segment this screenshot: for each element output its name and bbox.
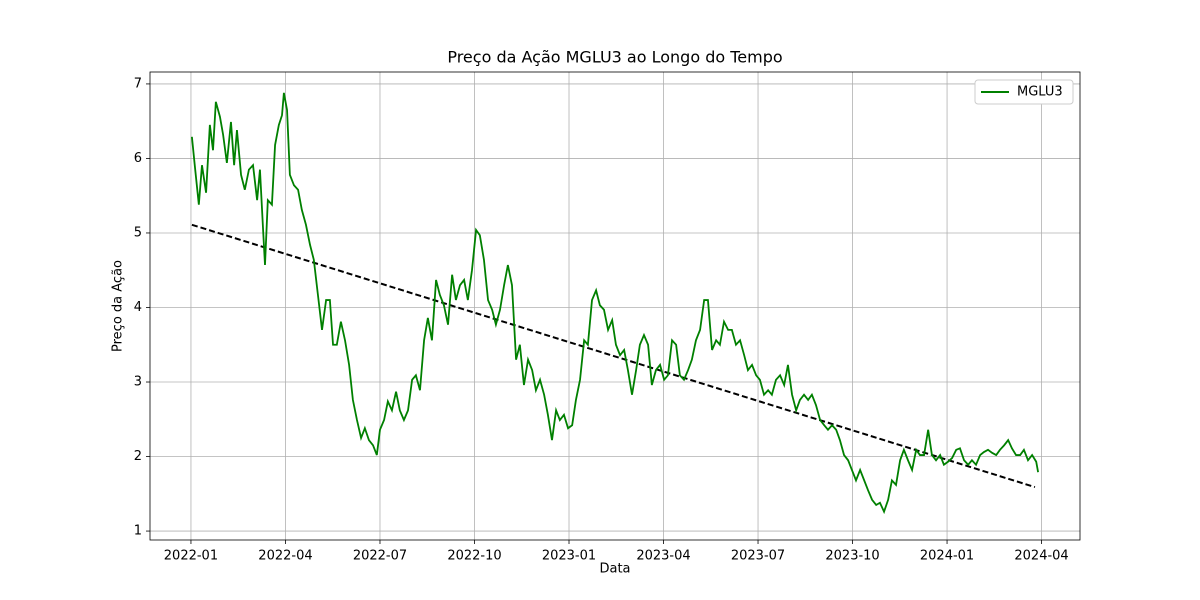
y-tick-label: 7 bbox=[134, 76, 142, 91]
y-tick-label: 6 bbox=[134, 151, 142, 166]
x-tick-label: 2023-01 bbox=[542, 549, 596, 564]
x-tick-label: 2023-07 bbox=[731, 549, 785, 564]
y-axis-label: Preço da Ação bbox=[111, 260, 126, 352]
y-tick-label: 4 bbox=[134, 300, 142, 315]
x-tick-label: 2022-04 bbox=[258, 549, 312, 564]
y-tick-label: 1 bbox=[134, 524, 142, 539]
plot-frame bbox=[149, 71, 1081, 541]
x-tick-label: 2023-10 bbox=[825, 549, 879, 564]
y-tick-label: 2 bbox=[134, 449, 142, 464]
legend-label: MGLU3 bbox=[1017, 85, 1063, 100]
data-line bbox=[191, 92, 1039, 515]
x-axis-label: Data bbox=[599, 562, 630, 577]
chart-title: Preço da Ação MGLU3 ao Longo do Tempo bbox=[447, 48, 782, 67]
x-tick-label: 2022-01 bbox=[164, 549, 218, 564]
y-tick-label: 3 bbox=[134, 375, 142, 390]
x-tick-label: 2022-07 bbox=[353, 549, 407, 564]
x-tick-label: 2024-01 bbox=[920, 549, 974, 564]
legend-box bbox=[974, 79, 1074, 105]
y-tick-label: 5 bbox=[134, 225, 142, 240]
x-tick-label: 2024-04 bbox=[1014, 549, 1068, 564]
trend-line bbox=[191, 223, 1036, 489]
x-tick-label: 2023-04 bbox=[636, 549, 690, 564]
x-tick-label: 2022-10 bbox=[447, 549, 501, 564]
